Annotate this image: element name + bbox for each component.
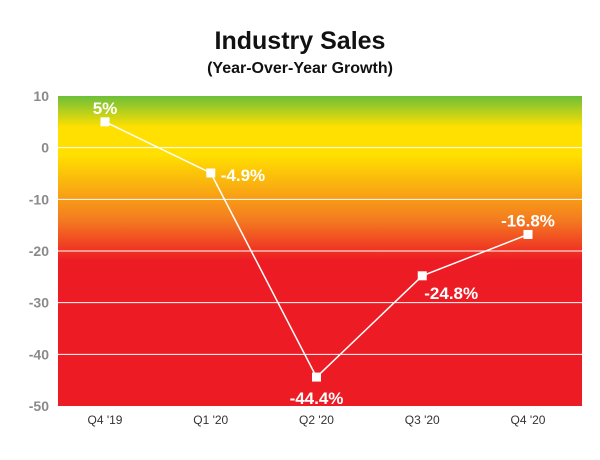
y-tick-label: -30 [29, 295, 49, 311]
y-axis: 10 0 -10 -20 -30 -40 -50 [29, 88, 49, 414]
data-point [100, 117, 110, 127]
x-axis: Q4 '19 Q1 '20 Q2 '20 Q3 '20 Q4 '20 [88, 413, 546, 427]
data-point [523, 229, 533, 239]
data-point [417, 271, 427, 281]
chart-subtitle: (Year-Over-Year Growth) [207, 60, 393, 77]
x-tick-label: Q2 '20 [299, 413, 334, 427]
title-block: Industry Sales (Year-Over-Year Growth) [0, 26, 600, 80]
data-label: -4.9% [221, 166, 265, 185]
x-tick-label: Q1 '20 [193, 413, 228, 427]
y-tick-label: -50 [29, 398, 49, 414]
data-labels: 5% -4.9% -44.4% -24.8% -16.8% [93, 99, 555, 408]
y-tick-label: 10 [33, 88, 49, 104]
data-label: -16.8% [501, 211, 555, 230]
y-tick-label: -20 [29, 243, 49, 259]
x-tick-label: Q3 '20 [405, 413, 440, 427]
gridlines [58, 147, 582, 355]
y-tick-label: 0 [41, 140, 49, 156]
data-label: 5% [93, 99, 118, 118]
markers [100, 117, 533, 382]
data-point [312, 372, 321, 382]
data-label: -24.8% [424, 284, 478, 303]
chart-title: Industry Sales [214, 27, 386, 55]
y-tick-label: -10 [29, 191, 49, 207]
data-label: -44.4% [290, 389, 344, 408]
x-tick-label: Q4 '19 [88, 413, 123, 427]
y-tick-label: -40 [29, 346, 49, 362]
data-point [206, 168, 216, 178]
x-tick-label: Q4 '20 [511, 413, 546, 427]
